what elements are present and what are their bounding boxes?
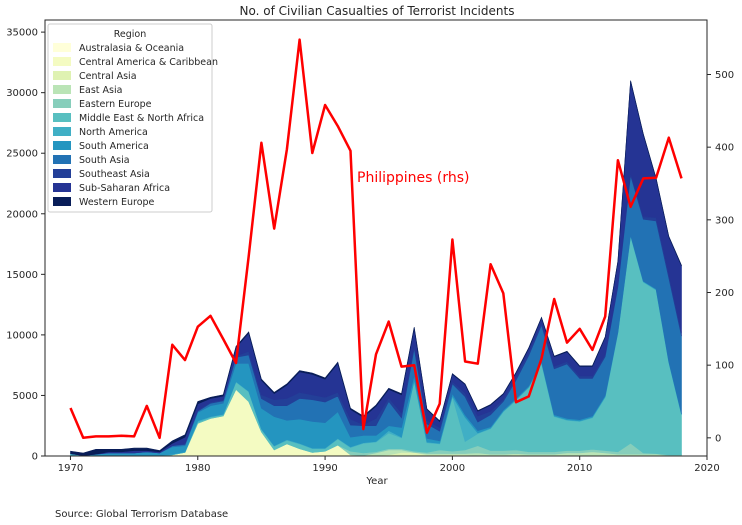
y-tick-label: 25000: [6, 149, 38, 160]
y-tick-label: 5000: [13, 391, 38, 402]
x-tick-label: 1980: [185, 463, 210, 474]
x-tick-label: 2000: [440, 463, 465, 474]
legend-swatch: [53, 183, 71, 192]
legend-swatch: [53, 127, 71, 136]
legend-label: Central Asia: [79, 71, 137, 82]
legend-label: Central America & Caribbean: [79, 57, 218, 68]
y-axis-left: 0 5000 10000 15000 20000 25000 30000 35000: [6, 28, 45, 463]
legend-swatch: [53, 85, 71, 94]
legend-box: [47, 23, 213, 213]
legend-title: Region: [114, 29, 147, 40]
y-tick-label: 30000: [6, 88, 38, 99]
x-axis: 1970 1980 1990 2000 2010 2020: [58, 456, 720, 474]
y-tick-label: 20000: [6, 209, 38, 220]
legend-label: Middle East & North Africa: [79, 113, 204, 124]
legend-swatch: [53, 57, 71, 66]
area-layer: [70, 80, 682, 457]
legend-swatch: [53, 99, 71, 108]
legend-label: Southeast Asia: [79, 169, 150, 180]
y-tick-label: 10000: [6, 330, 38, 341]
legend-label: North America: [79, 127, 148, 138]
y2-tick-label: 200: [715, 288, 734, 299]
legend-label: Sub-Saharan Africa: [79, 183, 170, 194]
plot-frame: [44, 19, 708, 457]
y-axis-right: 0 100 200 300 400 500: [707, 70, 734, 444]
x-axis-title: Year: [365, 476, 388, 487]
legend-label: Eastern Europe: [79, 99, 152, 110]
legend-swatch: [53, 141, 71, 150]
x-tick-label: 1990: [312, 463, 337, 474]
line-layer: [69, 38, 683, 440]
legend-label: East Asia: [79, 85, 122, 96]
legend-swatch: [53, 43, 71, 52]
philippines-annotation: Philippines (rhs): [357, 170, 469, 186]
y-tick-label: 15000: [6, 270, 38, 281]
y2-tick-label: 100: [715, 361, 734, 372]
y2-tick-label: 500: [715, 70, 734, 81]
legend-label: Australasia & Oceania: [79, 43, 184, 54]
legend-swatch: [53, 71, 71, 80]
legend-swatch: [53, 113, 71, 122]
chart-title: No. of Civilian Casualties of Terrorist …: [240, 4, 515, 18]
legend-swatch: [53, 169, 71, 178]
legend-swatch: [53, 197, 71, 206]
y2-tick-label: 0: [715, 433, 721, 444]
x-tick-label: 1970: [58, 463, 83, 474]
x-tick-label: 2010: [567, 463, 592, 474]
legend-label: Western Europe: [79, 197, 155, 208]
source-note: Source: Global Terrorism Database: [55, 509, 228, 520]
area-series-11: [70, 80, 682, 456]
y2-tick-label: 300: [715, 215, 734, 226]
legend: Region Australasia & Oceania Central Amer…: [47, 23, 218, 213]
y2-tick-label: 400: [715, 143, 734, 154]
legend-label: South Asia: [79, 155, 130, 166]
philippines-line: [69, 38, 683, 440]
legend-label: South America: [79, 141, 149, 152]
legend-swatch: [53, 155, 71, 164]
y-tick-label: 35000: [6, 28, 38, 39]
x-tick-label: 2020: [694, 463, 719, 474]
y-tick-label: 0: [32, 452, 38, 463]
